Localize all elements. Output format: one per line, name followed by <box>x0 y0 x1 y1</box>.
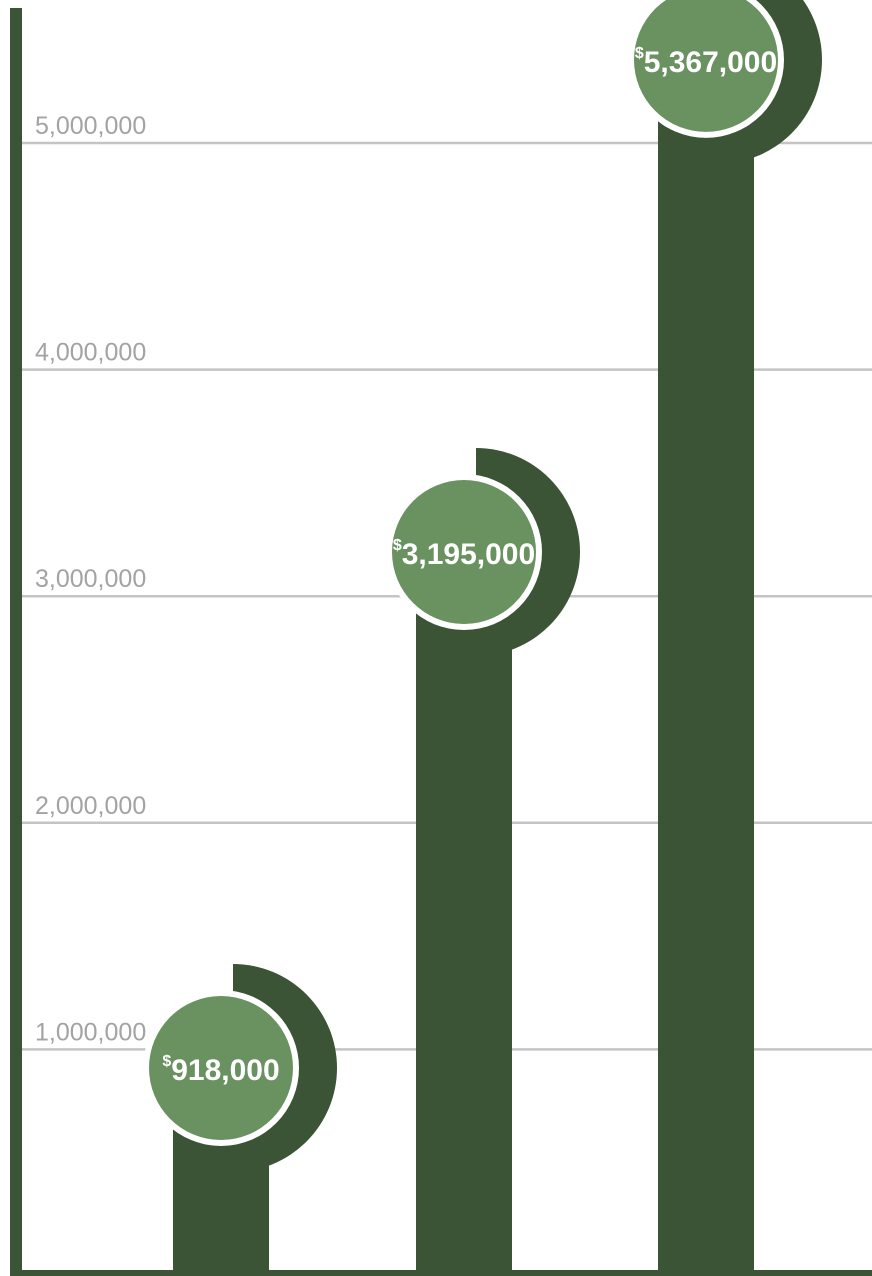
bars: $918,000$3,195,000$5,367,000 <box>143 0 822 1276</box>
data-label-currency: $ <box>393 537 402 554</box>
y-axis-tick-labels: 1,000,000 2,000,000 3,000,000 4,000,000 5,00… <box>35 112 146 1046</box>
data-label: $3,195,000 <box>393 537 535 571</box>
data-label: $5,367,000 <box>635 45 777 79</box>
bar <box>416 552 512 1276</box>
bar <box>658 59 754 1276</box>
value-badge <box>149 995 293 1140</box>
data-label-currency: $ <box>635 45 644 62</box>
bar-group: $918,000 <box>143 963 338 1276</box>
data-label-amount: 3,195,000 <box>402 538 535 571</box>
y-tick-label: 4,000,000 <box>35 339 146 367</box>
value-badge <box>634 0 778 132</box>
data-label: $918,000 <box>162 1053 279 1087</box>
y-axis-line <box>10 8 22 1276</box>
bar-group: $5,367,000 <box>628 0 822 1276</box>
data-label-amount: 5,367,000 <box>644 46 777 79</box>
data-label-amount: 918,000 <box>171 1054 279 1087</box>
y-tick-label: 2,000,000 <box>35 792 146 820</box>
x-axis-line <box>10 1270 872 1276</box>
y-tick-label: 3,000,000 <box>35 565 146 593</box>
y-tick-label: 5,000,000 <box>35 112 146 140</box>
y-tick-label: 1,000,000 <box>35 1018 146 1046</box>
value-badge <box>392 480 536 625</box>
data-label-currency: $ <box>162 1053 171 1070</box>
bar-group: $3,195,000 <box>386 448 580 1276</box>
